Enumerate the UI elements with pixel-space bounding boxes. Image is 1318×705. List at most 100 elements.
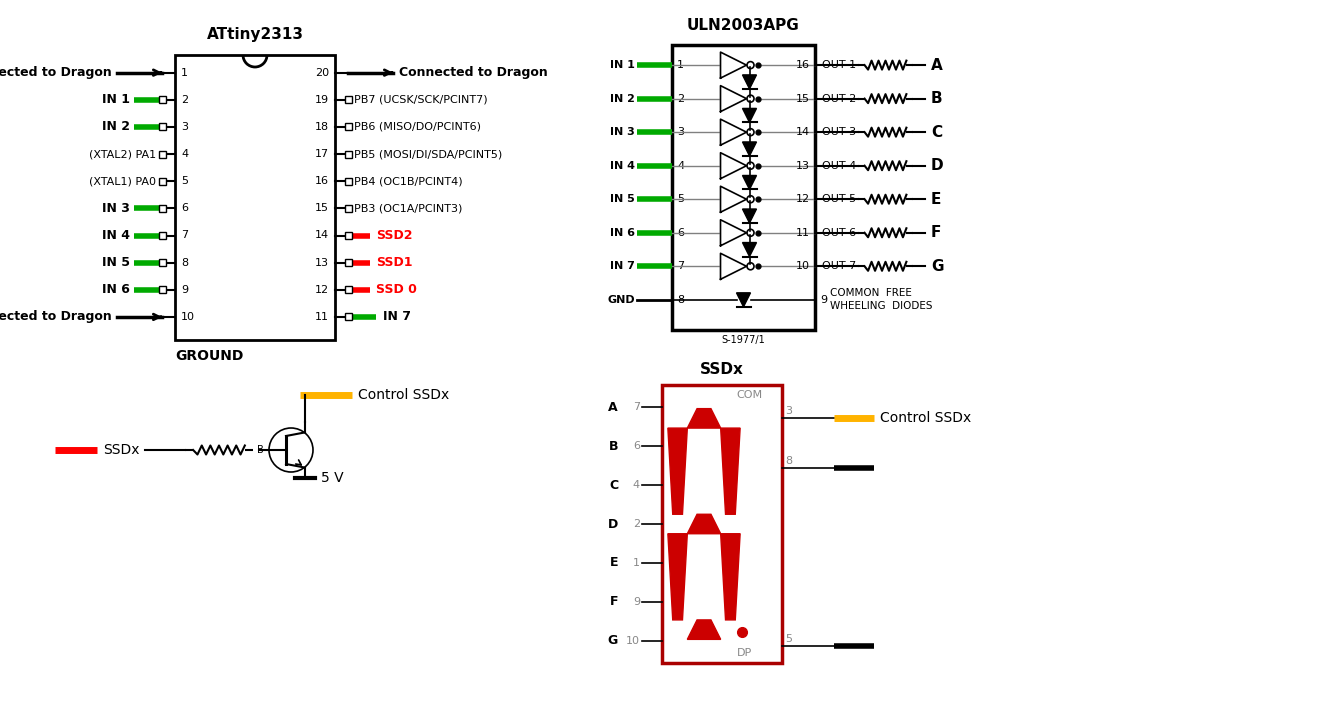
Text: IN 3: IN 3 xyxy=(610,127,635,137)
Text: OUT 4: OUT 4 xyxy=(822,161,857,171)
Text: 7: 7 xyxy=(181,231,188,240)
Text: 16: 16 xyxy=(315,176,330,186)
Polygon shape xyxy=(742,176,757,190)
Text: F: F xyxy=(609,595,618,608)
Text: GND: GND xyxy=(608,295,635,305)
Text: PB6 (MISO/DO/PCINT6): PB6 (MISO/DO/PCINT6) xyxy=(355,122,481,132)
Polygon shape xyxy=(721,85,746,111)
Bar xyxy=(344,286,352,293)
Text: 7: 7 xyxy=(633,403,641,412)
Polygon shape xyxy=(687,620,721,639)
Text: 11: 11 xyxy=(796,228,811,238)
Text: PB7 (UCSK/SCK/PCINT7): PB7 (UCSK/SCK/PCINT7) xyxy=(355,94,488,105)
Text: OUT 5: OUT 5 xyxy=(822,195,857,204)
Text: 9: 9 xyxy=(181,285,188,295)
Text: 5: 5 xyxy=(677,195,684,204)
Bar xyxy=(344,178,352,185)
Text: Connected to Dragon: Connected to Dragon xyxy=(0,66,112,79)
Text: 4: 4 xyxy=(181,149,188,159)
Polygon shape xyxy=(721,220,746,246)
Text: OUT 2: OUT 2 xyxy=(822,94,857,104)
Text: 3: 3 xyxy=(786,406,792,417)
Text: OUT 6: OUT 6 xyxy=(822,228,857,238)
Text: A: A xyxy=(609,400,618,414)
Text: 14: 14 xyxy=(796,127,811,137)
Text: Connected to Dragon: Connected to Dragon xyxy=(0,310,112,324)
Text: 15: 15 xyxy=(796,94,811,104)
Text: IN 2: IN 2 xyxy=(610,94,635,104)
Polygon shape xyxy=(721,428,741,514)
Bar xyxy=(344,259,352,266)
Bar xyxy=(158,259,166,266)
Text: E: E xyxy=(931,192,941,207)
Polygon shape xyxy=(721,253,746,279)
Text: OUT 7: OUT 7 xyxy=(822,262,857,271)
Text: 19: 19 xyxy=(315,94,330,105)
Text: 3: 3 xyxy=(181,122,188,132)
Bar xyxy=(158,286,166,293)
Bar xyxy=(175,55,335,340)
Text: B: B xyxy=(931,91,942,106)
Text: 4: 4 xyxy=(633,480,641,490)
Bar xyxy=(158,232,166,239)
Text: 8: 8 xyxy=(181,257,188,268)
Text: SSD1: SSD1 xyxy=(376,256,413,269)
Text: COMMON  FREE
WHEELING  DIODES: COMMON FREE WHEELING DIODES xyxy=(830,288,933,312)
Polygon shape xyxy=(668,428,687,514)
Bar xyxy=(344,97,352,104)
Text: 2: 2 xyxy=(181,94,188,105)
Text: 10: 10 xyxy=(796,262,811,271)
Text: IN 5: IN 5 xyxy=(610,195,635,204)
Text: C: C xyxy=(931,125,942,140)
Text: (XTAL2) PA1: (XTAL2) PA1 xyxy=(88,149,156,159)
Polygon shape xyxy=(721,119,746,145)
Text: COM: COM xyxy=(737,390,763,400)
Text: Control SSDx: Control SSDx xyxy=(358,388,449,402)
Text: IN 5: IN 5 xyxy=(101,256,130,269)
Text: 12: 12 xyxy=(796,195,811,204)
Text: IN 7: IN 7 xyxy=(610,262,635,271)
Text: E: E xyxy=(609,556,618,570)
Text: 10: 10 xyxy=(181,312,195,322)
Polygon shape xyxy=(687,514,721,534)
Text: 5: 5 xyxy=(786,634,792,644)
Text: DP: DP xyxy=(737,648,751,658)
Text: 12: 12 xyxy=(315,285,330,295)
Text: G: G xyxy=(931,259,944,274)
Text: ULN2003APG: ULN2003APG xyxy=(687,18,800,32)
Text: Control SSDx: Control SSDx xyxy=(880,411,971,425)
Text: 9: 9 xyxy=(633,597,641,607)
Text: 13: 13 xyxy=(315,257,330,268)
Text: PB3 (OC1A/PCINT3): PB3 (OC1A/PCINT3) xyxy=(355,203,463,214)
Polygon shape xyxy=(721,186,746,212)
Text: 2: 2 xyxy=(633,519,641,529)
Text: (XTAL1) PA0: (XTAL1) PA0 xyxy=(90,176,156,186)
Text: C: C xyxy=(609,479,618,491)
Bar xyxy=(344,314,352,321)
Text: IN 1: IN 1 xyxy=(101,93,130,106)
Polygon shape xyxy=(721,52,746,78)
Text: 14: 14 xyxy=(315,231,330,240)
Text: 3: 3 xyxy=(677,127,684,137)
Text: SSD 0: SSD 0 xyxy=(376,283,416,296)
Text: S-1977/1: S-1977/1 xyxy=(722,335,766,345)
Text: IN 2: IN 2 xyxy=(101,121,130,133)
Bar xyxy=(344,205,352,212)
Text: 18: 18 xyxy=(315,122,330,132)
Text: ATtiny2313: ATtiny2313 xyxy=(207,27,303,42)
Polygon shape xyxy=(742,109,757,123)
Bar xyxy=(158,151,166,158)
Text: 17: 17 xyxy=(315,149,330,159)
Text: IN 4: IN 4 xyxy=(610,161,635,171)
Text: 8: 8 xyxy=(786,456,792,467)
Text: SSDx: SSDx xyxy=(700,362,743,376)
Polygon shape xyxy=(668,534,687,620)
Text: PB4 (OC1B/PCINT4): PB4 (OC1B/PCINT4) xyxy=(355,176,463,186)
Text: A: A xyxy=(931,58,942,73)
Text: SSD2: SSD2 xyxy=(376,229,413,242)
Text: 6: 6 xyxy=(633,441,641,451)
Text: 7: 7 xyxy=(677,262,684,271)
Text: 5 V: 5 V xyxy=(322,471,344,485)
Text: D: D xyxy=(931,158,944,173)
Text: IN 7: IN 7 xyxy=(384,310,411,324)
